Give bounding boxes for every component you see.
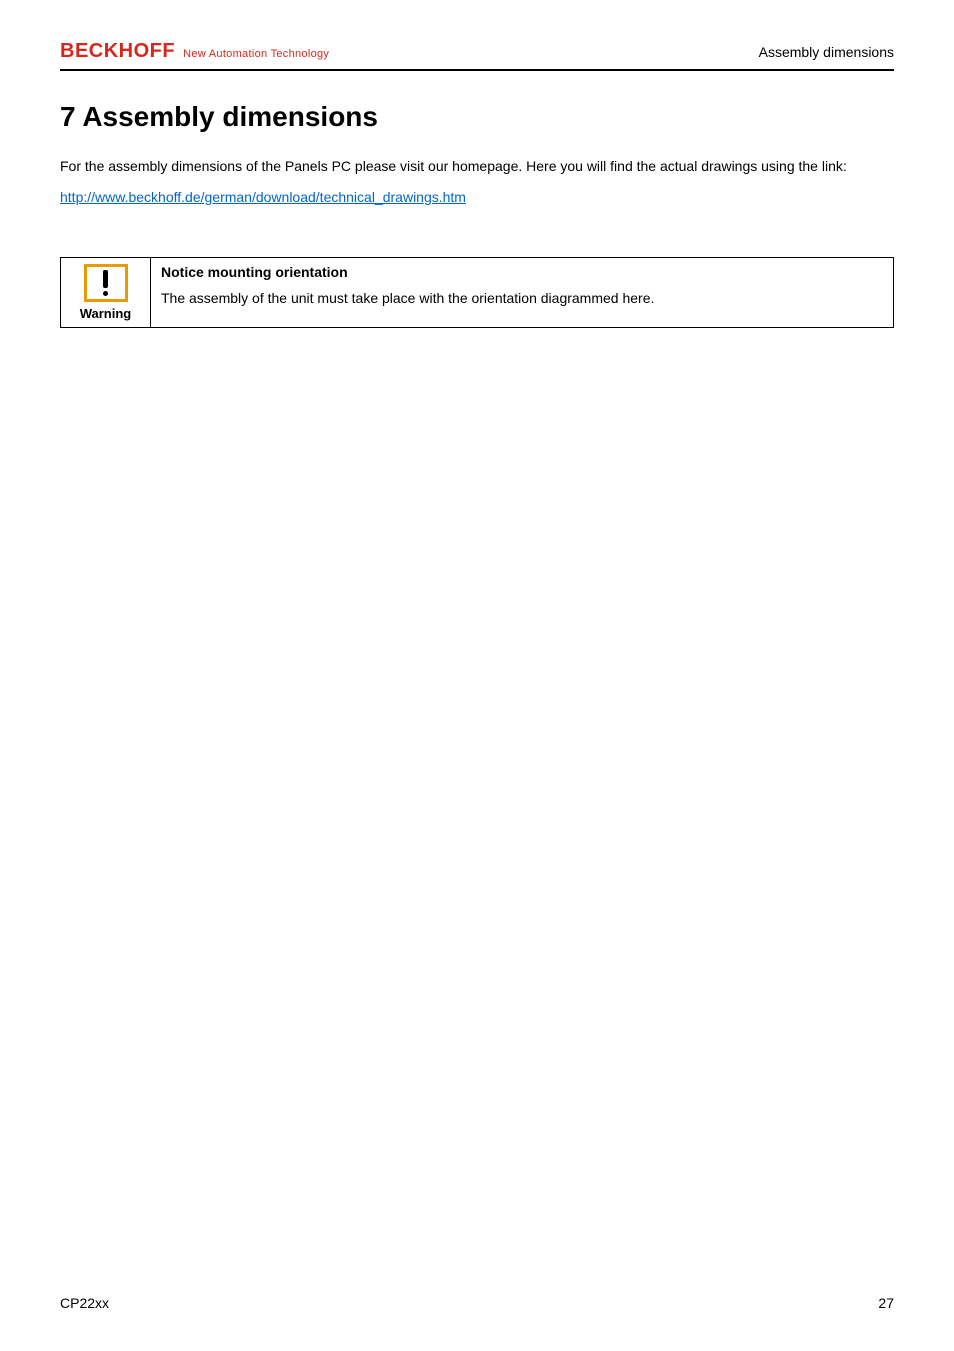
header-section-label: Assembly dimensions bbox=[759, 44, 894, 60]
page-header: BECKHOFF New Automation Technology Assem… bbox=[60, 40, 894, 71]
footer-model: CP22xx bbox=[60, 1295, 109, 1311]
warning-text-cell: Notice mounting orientation The assembly… bbox=[151, 257, 894, 327]
warning-body: The assembly of the unit must take place… bbox=[161, 290, 883, 306]
page-footer: CP22xx 27 bbox=[60, 1295, 894, 1311]
brand-tagline: New Automation Technology bbox=[183, 48, 329, 60]
brand-block: BECKHOFF New Automation Technology bbox=[60, 40, 329, 63]
footer-page-number: 27 bbox=[878, 1295, 894, 1311]
warning-title: Notice mounting orientation bbox=[161, 264, 883, 280]
warning-label: Warning bbox=[71, 306, 140, 321]
warning-icon-cell: Warning bbox=[61, 257, 151, 327]
warning-notice: Warning Notice mounting orientation The … bbox=[60, 257, 894, 328]
warning-icon bbox=[84, 264, 128, 302]
drawings-link[interactable]: http://www.beckhoff.de/german/download/t… bbox=[60, 189, 466, 205]
brand-name: BECKHOFF bbox=[60, 40, 175, 63]
intro-paragraph: For the assembly dimensions of the Panel… bbox=[60, 157, 894, 177]
page-title: 7 Assembly dimensions bbox=[60, 101, 894, 133]
